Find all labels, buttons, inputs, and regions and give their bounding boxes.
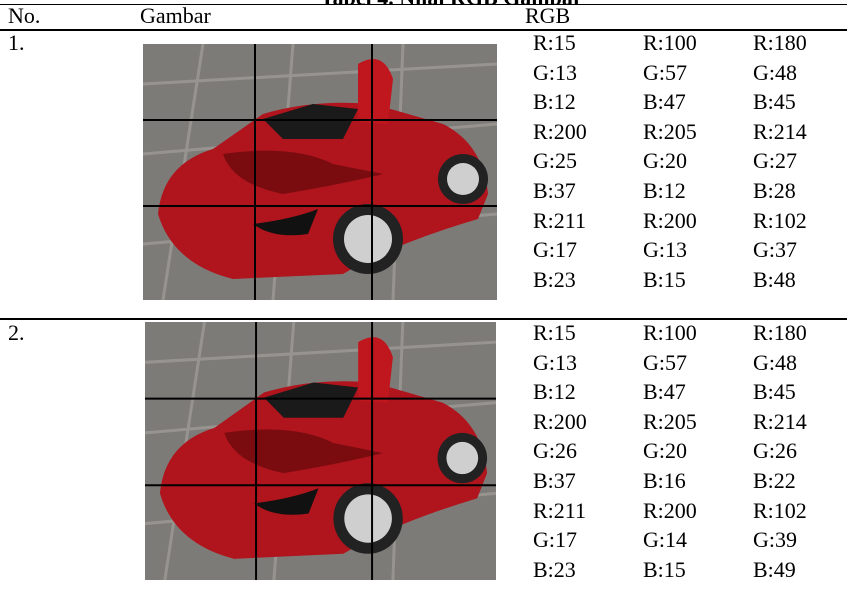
rgb-value: R:211 xyxy=(533,208,586,234)
rgb-value: R:200 xyxy=(533,119,587,145)
rgb-value: R:102 xyxy=(753,208,807,234)
rgb-value: B:22 xyxy=(753,468,796,494)
rgb-value: R:205 xyxy=(643,409,697,435)
rgb-value: B:37 xyxy=(533,178,576,204)
rgb-value: B:48 xyxy=(753,267,796,293)
top-rule xyxy=(0,4,847,5)
rgb-value: B:37 xyxy=(533,468,576,494)
rgb-value: G:26 xyxy=(533,438,577,464)
rgb-value: B:15 xyxy=(643,267,686,293)
rgb-value: R:200 xyxy=(643,498,697,524)
rgb-value: R:100 xyxy=(643,320,697,346)
rgb-value: B:12 xyxy=(533,379,576,405)
rgb-value: G:57 xyxy=(643,60,687,86)
rgb-value: G:13 xyxy=(533,60,577,86)
rgb-value: B:47 xyxy=(643,89,686,115)
rgb-value: G:48 xyxy=(753,350,797,376)
rgb-value: G:13 xyxy=(533,350,577,376)
rgb-value: R:180 xyxy=(753,320,807,346)
rgb-value: R:100 xyxy=(643,30,697,56)
rgb-value: B:15 xyxy=(643,557,686,583)
rgb-value: R:211 xyxy=(533,498,586,524)
rgb-value: G:14 xyxy=(643,527,687,553)
rgb-value: B:23 xyxy=(533,267,576,293)
rgb-value: R:15 xyxy=(533,320,576,346)
rgb-value: G:20 xyxy=(643,438,687,464)
rgb-value: B:23 xyxy=(533,557,576,583)
rgb-value: G:25 xyxy=(533,148,577,174)
rgb-value: R:200 xyxy=(643,208,697,234)
column-header: No. xyxy=(8,3,40,29)
rgb-value: B:49 xyxy=(753,557,796,583)
rgb-value: G:48 xyxy=(753,60,797,86)
rgb-value: G:20 xyxy=(643,148,687,174)
rgb-value: G:26 xyxy=(753,438,797,464)
column-header: RGB xyxy=(525,3,570,29)
rgb-value: B:28 xyxy=(753,178,796,204)
header-rule xyxy=(0,29,847,31)
rgb-value: G:17 xyxy=(533,237,577,263)
rgb-value: B:12 xyxy=(643,178,686,204)
rgb-value: R:200 xyxy=(533,409,587,435)
rgb-value: G:17 xyxy=(533,527,577,553)
rgb-value: R:15 xyxy=(533,30,576,56)
rgb-value: R:205 xyxy=(643,119,697,145)
rgb-value: G:37 xyxy=(753,237,797,263)
row-number: 1. xyxy=(8,30,25,56)
rgb-value: G:13 xyxy=(643,237,687,263)
page: Tabel 4. Nilai RGB Gambar No. Gambar RGB… xyxy=(0,0,847,591)
car-image xyxy=(143,44,497,300)
row-number: 2. xyxy=(8,320,25,346)
rgb-value: R:102 xyxy=(753,498,807,524)
rgb-value: R:180 xyxy=(753,30,807,56)
rgb-value: R:214 xyxy=(753,119,807,145)
rgb-value: G:39 xyxy=(753,527,797,553)
rgb-value: R:214 xyxy=(753,409,807,435)
car-image xyxy=(145,322,496,580)
row-rule xyxy=(0,318,847,320)
rgb-value: B:12 xyxy=(533,89,576,115)
rgb-value: B:16 xyxy=(643,468,686,494)
rgb-value: B:47 xyxy=(643,379,686,405)
rgb-value: B:45 xyxy=(753,89,796,115)
rgb-value: G:57 xyxy=(643,350,687,376)
rgb-value: G:27 xyxy=(753,148,797,174)
column-header: Gambar xyxy=(140,3,211,29)
rgb-value: B:45 xyxy=(753,379,796,405)
